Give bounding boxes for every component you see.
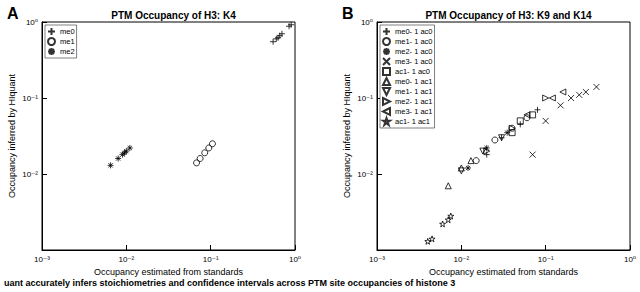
svg-text:10⁻¹: 10⁻¹ <box>203 255 219 264</box>
svg-text:10⁰: 10⁰ <box>26 18 38 27</box>
svg-text:ac1- 1 ac1: ac1- 1 ac1 <box>395 117 430 126</box>
svg-text:me1: me1 <box>60 37 75 46</box>
svg-text:me2- 1 ac0: me2- 1 ac0 <box>395 47 433 56</box>
svg-text:Occupancy inferred by HIquant: Occupancy inferred by HIquant <box>342 73 352 198</box>
svg-text:10⁻¹: 10⁻¹ <box>22 94 38 103</box>
svg-text:10⁻¹: 10⁻¹ <box>357 94 373 103</box>
svg-text:10⁻³: 10⁻³ <box>369 255 385 264</box>
svg-text:10⁻²: 10⁻² <box>118 255 134 264</box>
svg-text:10⁻²: 10⁻² <box>22 170 38 179</box>
svg-text:B: B <box>342 5 354 22</box>
svg-text:me2- 1 ac1: me2- 1 ac1 <box>395 97 433 106</box>
svg-text:10⁻¹: 10⁻¹ <box>538 255 554 264</box>
svg-text:Occupancy estimated from stand: Occupancy estimated from standards <box>429 267 579 277</box>
svg-text:me0: me0 <box>60 27 75 36</box>
svg-text:me1- 1 ac1: me1- 1 ac1 <box>395 87 433 96</box>
svg-text:10⁰: 10⁰ <box>624 255 636 264</box>
svg-text:me0- 1 ac0: me0- 1 ac0 <box>395 27 433 36</box>
svg-text:PTM Occupancy of H3: K4: PTM Occupancy of H3: K4 <box>111 10 236 21</box>
svg-text:10⁰: 10⁰ <box>289 255 301 264</box>
svg-text:Occupancy estimated from stand: Occupancy estimated from standards <box>94 267 244 277</box>
svg-text:10⁻²: 10⁻² <box>357 170 373 179</box>
svg-text:10⁰: 10⁰ <box>361 18 373 27</box>
svg-text:10⁻²: 10⁻² <box>453 255 469 264</box>
svg-text:Occupancy inferred by HIquant: Occupancy inferred by HIquant <box>7 73 17 198</box>
svg-text:PTM Occupancy of H3: K9 and K1: PTM Occupancy of H3: K9 and K14 <box>425 10 592 21</box>
svg-text:me2: me2 <box>60 47 75 56</box>
svg-text:me1- 1 ac0: me1- 1 ac0 <box>395 37 433 46</box>
svg-text:me3- 1 ac0: me3- 1 ac0 <box>395 57 433 66</box>
svg-text:ac1- 1 ac0: ac1- 1 ac0 <box>395 67 430 76</box>
svg-text:me0- 1 ac1: me0- 1 ac1 <box>395 77 433 86</box>
svg-text:10⁻³: 10⁻³ <box>34 255 50 264</box>
svg-text:uant accurately infers stoichi: uant accurately infers stoichiometries a… <box>4 278 455 288</box>
svg-text:me3- 1 ac1: me3- 1 ac1 <box>395 107 433 116</box>
svg-text:A: A <box>7 5 19 22</box>
